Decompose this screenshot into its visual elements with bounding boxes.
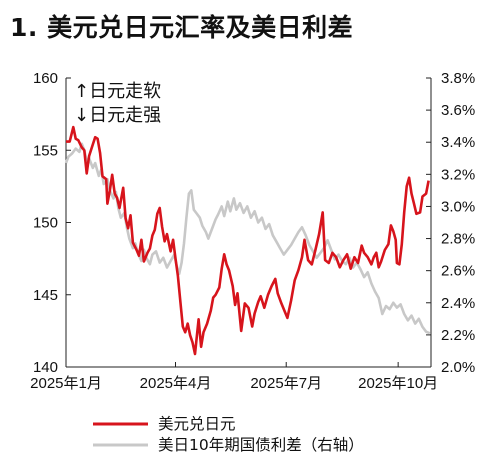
right-tick-label: 2.0% [441, 359, 475, 376]
legend-label: 美日10年期国债利差（右轴） [158, 436, 364, 454]
right-tick-label: 3.8% [441, 70, 475, 87]
legend-label: 美元兑日元 [158, 415, 236, 433]
left-tick-label: 140 [33, 359, 58, 376]
right-tick-label: 2.4% [441, 295, 475, 312]
axes [65, 77, 432, 368]
right-tick-label: 3.2% [441, 166, 475, 183]
x-tick-label: 2025年4月 [140, 375, 212, 392]
left-tick-label: 155 [33, 142, 58, 159]
usdjpy-series-line [66, 125, 430, 356]
x-tick-label: 2025年1月 [30, 375, 102, 392]
annotation-yen-stronger: ↓日元走强 [74, 105, 161, 126]
chart-title: 1. 美元兑日元汇率及美日利差 [10, 13, 354, 42]
series-lines [64, 125, 431, 356]
x-tick-label: 2025年7月 [250, 375, 322, 392]
x-tick-label: 2025年10月 [358, 375, 438, 392]
annotations: ↑日元走软 ↓日元走强 [74, 81, 161, 126]
left-tick-label: 145 [33, 287, 58, 304]
annotation-yen-weaker: ↑日元走软 [74, 81, 161, 102]
right-tick-label: 3.6% [441, 102, 475, 119]
spread-series-line [64, 142, 431, 335]
right-tick-label: 3.0% [441, 198, 475, 215]
right-tick-label: 2.6% [441, 263, 475, 280]
right-tick-label: 2.2% [441, 327, 475, 344]
left-tick-label: 160 [33, 70, 58, 87]
right-tick-label: 3.4% [441, 134, 475, 151]
tick-labels: 140 145 150 155 160 2.0% 2.2% 2.4% 2.6% 2.8% 3.0% 3… [30, 70, 475, 392]
left-tick-label: 150 [33, 215, 58, 232]
right-tick-label: 2.8% [441, 231, 475, 248]
